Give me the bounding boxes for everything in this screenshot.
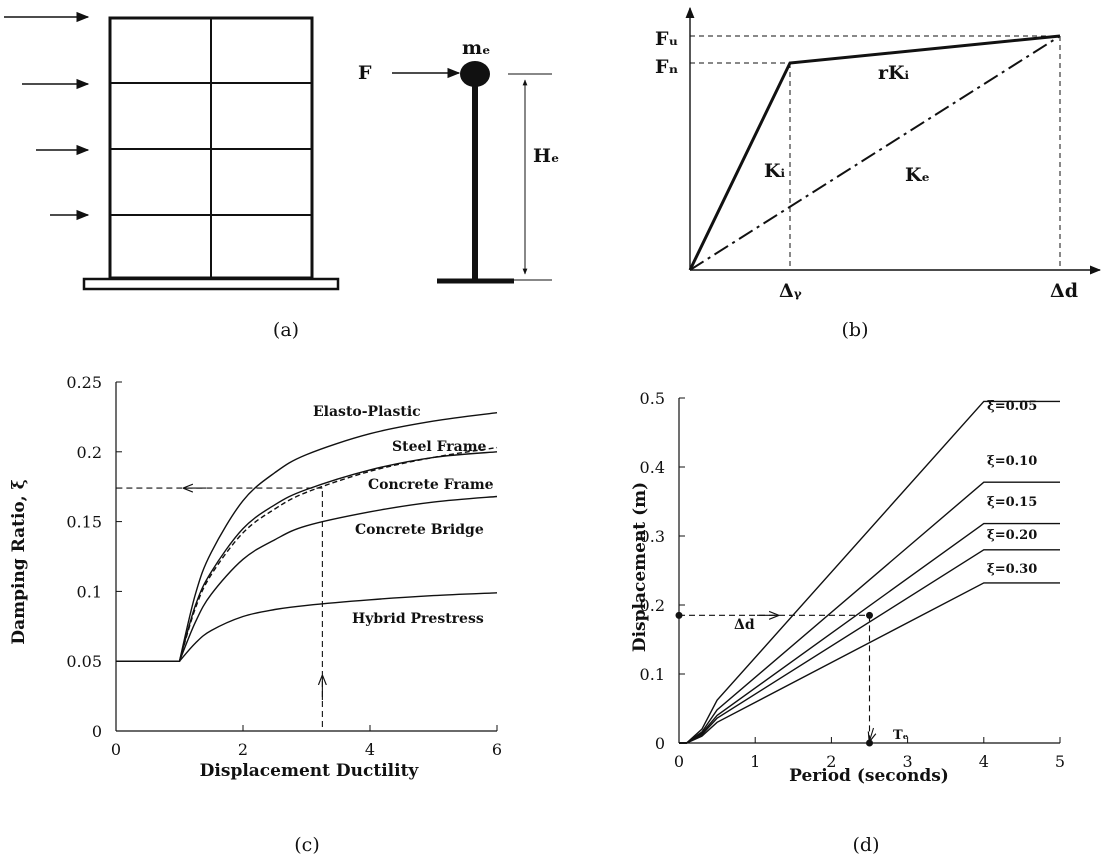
d-x-tick-label: 4 [979, 752, 989, 771]
caption-c: (c) [294, 834, 319, 856]
d-x-tick-label: 2 [826, 752, 836, 771]
d-axes: 0 1 2 3 4 5 0 0.1 0.2 0.3 0.4 0.5 [640, 389, 1066, 771]
panel-d: 0 1 2 3 4 5 0 0.1 0.2 0.3 0.4 0.5 ξ=0.05 ξ=0.10 ξ=0… [630, 389, 1065, 856]
ki-label: Kᵢ [764, 160, 786, 182]
lateral-load-arrows [4, 11, 90, 221]
c-series-hybrid-prestress [116, 592, 498, 662]
caption-a: (a) [273, 319, 299, 341]
bilinear-curve [688, 34, 1061, 271]
building-frame [82, 16, 340, 291]
panel-c: 0 2 4 6 0 0.05 0.1 0.15 0.2 0.25 Elasto-Plastic S… [9, 373, 502, 856]
c-y-tick-label: 0.05 [66, 652, 102, 671]
c-x-tick-label: 4 [365, 740, 375, 759]
c-y-tick-label: 0.1 [77, 582, 102, 601]
d-series-label-1: ξ=0.10 [987, 454, 1037, 469]
d-guide-lines [675, 611, 874, 747]
caption-d: (d) [853, 834, 880, 856]
c-x-tick-label: 2 [238, 740, 248, 759]
c-series-label-concrete-bridge: Concrete Bridge [355, 522, 484, 538]
c-y-tick-label: 0 [92, 722, 102, 741]
d-y-tick-label: 0.2 [640, 596, 665, 615]
d-ylabel: Displacement (m) [630, 482, 650, 652]
d-y-tick-label: 0 [655, 734, 665, 753]
c-series-elasto-plastic [116, 412, 498, 662]
d-series-label-3: ξ=0.20 [987, 528, 1037, 543]
c-y-tick-label: 0.25 [66, 373, 102, 392]
c-series-label-elasto-plastic: Elasto-Plastic [313, 404, 421, 420]
panel-a: F mₑ Hₑ (a) [4, 11, 559, 341]
c-series-concrete-bridge [116, 495, 498, 662]
d-series-label-0: ξ=0.05 [987, 399, 1037, 414]
d-series [679, 400, 1060, 744]
d-t-label: Tₑ [893, 728, 909, 743]
c-series-label-steel-frame: Steel Frame [392, 439, 487, 455]
d-x-tick-label: 5 [1055, 752, 1065, 771]
d-y-tick-label: 0.5 [640, 389, 665, 408]
c-series [116, 412, 498, 662]
ke-label: Kₑ [905, 164, 930, 186]
d-y-tick-label: 0.1 [640, 665, 665, 684]
d-y-tick-label: 0.4 [640, 458, 665, 477]
d-x-tick-label: 1 [750, 752, 760, 771]
panel-b: Fᵤ Fₙ rKᵢ Kᵢ Kₑ Δᵧ Δd (b) [655, 6, 1102, 341]
d-series-label-4: ξ=0.30 [987, 562, 1037, 577]
c-guide-lines [116, 488, 322, 727]
d-guide-point-y [675, 611, 683, 619]
d-x-tick-label: 0 [674, 752, 684, 771]
c-series-concrete-frame [116, 451, 498, 662]
c-series-label-hybrid-prestress: Hybrid Prestress [352, 611, 484, 627]
b-guide-lines [690, 35, 1061, 270]
c-ylabel: Damping Ratio, ξ [9, 479, 29, 644]
d-guide-arrow-down [870, 727, 874, 741]
c-xlabel: Displacement Ductility [200, 761, 420, 781]
c-series-label-concrete-frame: Concrete Frame [368, 477, 494, 493]
c-y-tick-label: 0.2 [77, 443, 102, 462]
sdof-oscillator [392, 61, 552, 284]
effective-stiffness-line [689, 35, 1061, 271]
rki-label: rKᵢ [878, 62, 910, 84]
c-axes: 0 2 4 6 0 0.05 0.1 0.15 0.2 0.25 [66, 373, 502, 759]
d-delta-label: Δd [734, 617, 755, 633]
d-guide-point-x [866, 739, 873, 747]
caption-b: (b) [842, 319, 869, 341]
mass-label: mₑ [462, 37, 491, 59]
d-series-0-30 [679, 582, 1060, 744]
d-xlabel: Period (seconds) [789, 766, 949, 786]
fu-label: Fᵤ [655, 28, 678, 50]
d-series-label-2: ξ=0.15 [987, 495, 1037, 510]
height-label: Hₑ [533, 145, 559, 167]
d-y-tick-label: 0.3 [640, 527, 665, 546]
d-guide-point-intersect [866, 611, 873, 619]
d-x-tick-label: 3 [903, 752, 913, 771]
force-label: F [358, 62, 372, 84]
delta-y-label: Δᵧ [779, 280, 802, 302]
fn-label: Fₙ [655, 56, 678, 78]
delta-d-label: Δd [1050, 280, 1078, 302]
c-x-tick-label: 0 [111, 740, 121, 759]
c-x-tick-label: 6 [492, 740, 502, 759]
c-y-tick-label: 0.15 [66, 513, 102, 532]
